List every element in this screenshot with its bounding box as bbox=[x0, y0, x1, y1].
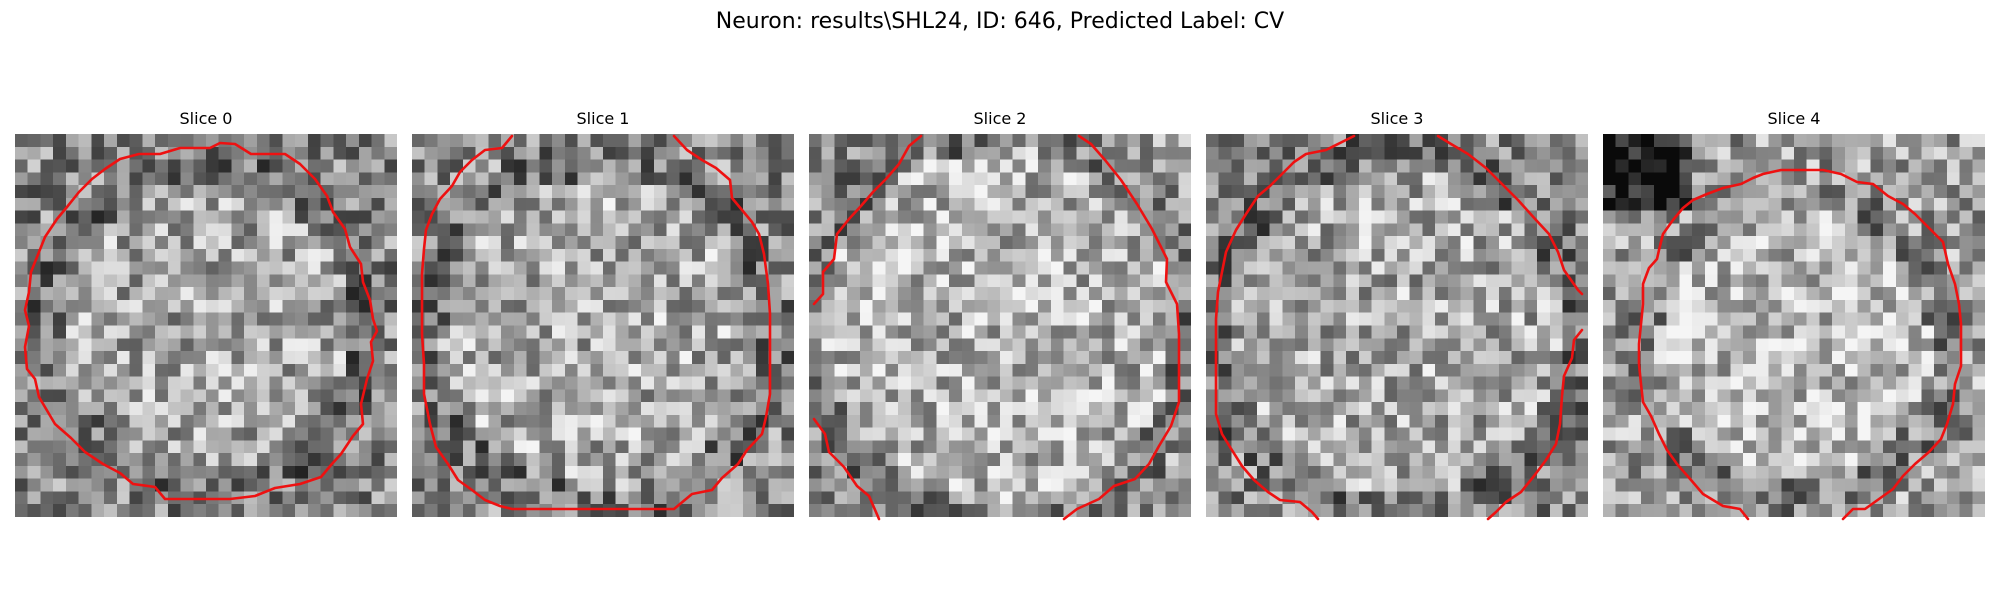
neuron-contour bbox=[1637, 168, 1963, 521]
slice-image bbox=[412, 134, 794, 517]
slice-panel-2: Slice 2 bbox=[809, 108, 1191, 521]
slice-image bbox=[15, 134, 397, 517]
slice-title: Slice 4 bbox=[1767, 109, 1821, 128]
slice-panel-1: Slice 1 bbox=[412, 108, 794, 518]
figure-title: Neuron: results\SHL24, ID: 646, Predicte… bbox=[715, 9, 1285, 34]
slice-panel-4: Slice 4 bbox=[1603, 108, 1985, 521]
slice-image bbox=[1603, 134, 1985, 517]
neuron-contour bbox=[23, 141, 379, 501]
slice-title: Slice 0 bbox=[179, 109, 233, 128]
slice-title: Slice 2 bbox=[973, 109, 1027, 128]
neuron-contour bbox=[420, 134, 772, 511]
slice-title: Slice 1 bbox=[576, 109, 630, 128]
neuron-contour bbox=[1214, 134, 1584, 521]
slice-panel-3: Slice 3 bbox=[1206, 108, 1588, 521]
neuron-contour bbox=[812, 134, 1181, 521]
slice-image bbox=[1206, 134, 1588, 517]
slice-panel-0: Slice 0 bbox=[15, 108, 397, 518]
slice-image bbox=[809, 134, 1191, 517]
slice-title: Slice 3 bbox=[1370, 109, 1424, 128]
